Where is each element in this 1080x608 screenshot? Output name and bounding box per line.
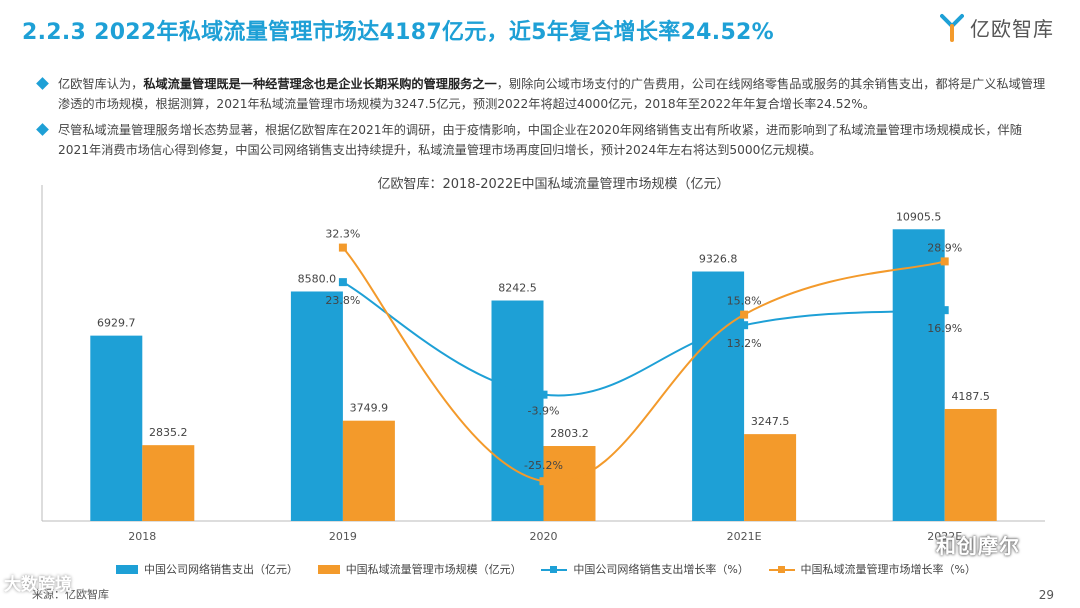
- bar: [290, 291, 343, 521]
- legend-item: 中国私域流量管理市场增长率（%）: [768, 561, 976, 577]
- legend-swatch: [317, 564, 340, 574]
- bar-value-label: 8242.5: [498, 282, 537, 295]
- bar-value-label: 3749.9: [350, 402, 389, 415]
- bar: [944, 408, 997, 521]
- bar-value-label: 2835.2: [149, 426, 188, 439]
- page-number: 29: [1038, 588, 1054, 602]
- bar-value-label: 3247.5: [751, 415, 790, 428]
- bar: [342, 420, 395, 521]
- bullet-list: 亿欧智库认为，私域流量管理既是一种经营理念也是企业长期采购的管理服务之一，剔除向…: [36, 74, 1048, 166]
- bar-value-label: 6929.7: [97, 317, 136, 330]
- series-line: [342, 246, 945, 484]
- bar: [744, 434, 797, 521]
- line-value-label: 13.2%: [727, 337, 762, 350]
- x-tick-label: 2022E: [927, 530, 962, 543]
- bar-value-label: 9326.8: [699, 253, 738, 266]
- legend-swatch: [768, 565, 795, 574]
- bar: [543, 446, 596, 521]
- legend-label: 中国公司网络销售支出增长率（%）: [573, 563, 749, 576]
- bullet-diamond-icon: [36, 123, 49, 136]
- chart: 亿欧智库：2018-2022E中国私域流量管理市场规模（亿元） 6929.7 858…: [41, 176, 1045, 543]
- bar-value-label: 2803.2: [550, 427, 589, 440]
- x-tick-label: 2019: [329, 530, 357, 543]
- line-point: [940, 257, 949, 266]
- legend-label: 中国私域流量管理市场增长率（%）: [800, 563, 976, 576]
- bullet-text: 亿欧智库认为，: [58, 77, 144, 91]
- line-point: [740, 321, 749, 330]
- bar: [491, 300, 544, 521]
- line-point: [539, 477, 548, 486]
- line-point: [338, 278, 347, 287]
- legend-label: 中国公司网络销售支出（亿元）: [144, 563, 298, 576]
- line-value-label: 32.3%: [325, 228, 360, 241]
- x-tick-label: 2021E: [727, 530, 762, 543]
- watermark-right: 和创摩尔: [936, 534, 1020, 558]
- legend-swatch: [541, 565, 568, 574]
- logo: 亿欧智库: [940, 12, 1054, 42]
- bar-value-label: 8580.0: [298, 272, 337, 285]
- line-value-label: 15.8%: [727, 295, 762, 308]
- bullet-item: 尽管私域流量管理服务增长态势显著，根据亿欧智库在2021年的调研，由于疫情影响，…: [36, 120, 1048, 160]
- line-point: [338, 243, 347, 252]
- legend-swatch: [116, 564, 138, 574]
- x-tick-label: 2020: [530, 530, 558, 543]
- bullet-text: ，剔除向公域市场支付的广告费用，公司在线网络零售品或服务的其余销售支出，都将是广…: [58, 77, 1046, 111]
- chart-title: 亿欧智库：2018-2022E中国私域流量管理市场规模（亿元）: [377, 176, 729, 192]
- bar: [692, 271, 745, 521]
- source-note: 来源：亿欧智库: [32, 588, 109, 601]
- bullet-bold-text: 私域流量管理既是一种经营理念也是企业长期采购的管理服务之一: [143, 77, 497, 91]
- logo-text: 亿欧智库: [970, 16, 1054, 41]
- page-title: 2.2.3 2022年私域流量管理市场达4187亿元，近5年复合增长率24.52…: [22, 20, 774, 45]
- bullet-diamond-icon: [36, 77, 49, 90]
- bar: [892, 229, 945, 521]
- line-value-label: 28.9%: [927, 241, 962, 254]
- line-value-label: -3.9%: [528, 405, 560, 418]
- legend-item: 中国公司网络销售支出增长率（%）: [541, 561, 749, 577]
- legend-item: 中国公司网络销售支出（亿元）: [116, 561, 298, 577]
- legend-label: 中国私域流量管理市场规模（亿元）: [345, 563, 522, 576]
- bar: [142, 445, 195, 521]
- watermark-left: 大数跨境: [4, 575, 72, 595]
- bar: [90, 335, 143, 521]
- bar-value-label: 10905.5: [896, 210, 942, 223]
- chart-legend: 中国公司网络销售支出（亿元） 中国私域流量管理市场规模（亿元） 中国公司网络销售…: [116, 561, 976, 577]
- line-point: [539, 390, 548, 399]
- x-tick-label: 2018: [128, 530, 156, 543]
- bar-value-label: 4187.5: [951, 390, 990, 403]
- series-line: [342, 281, 945, 397]
- line-value-label: 23.8%: [325, 294, 360, 307]
- bullet-text: 尽管私域流量管理服务增长态势显著，根据亿欧智库在2021年的调研，由于疫情影响，…: [58, 123, 1022, 157]
- line-point: [940, 306, 949, 315]
- legend-item: 中国私域流量管理市场规模（亿元）: [317, 561, 522, 577]
- bullet-item: 亿欧智库认为，私域流量管理既是一种经营理念也是企业长期采购的管理服务之一，剔除向…: [36, 74, 1048, 114]
- line-value-label: -25.2%: [524, 459, 563, 472]
- logo-icon: [940, 12, 964, 42]
- line-point: [740, 310, 749, 319]
- line-value-label: 16.9%: [927, 322, 962, 335]
